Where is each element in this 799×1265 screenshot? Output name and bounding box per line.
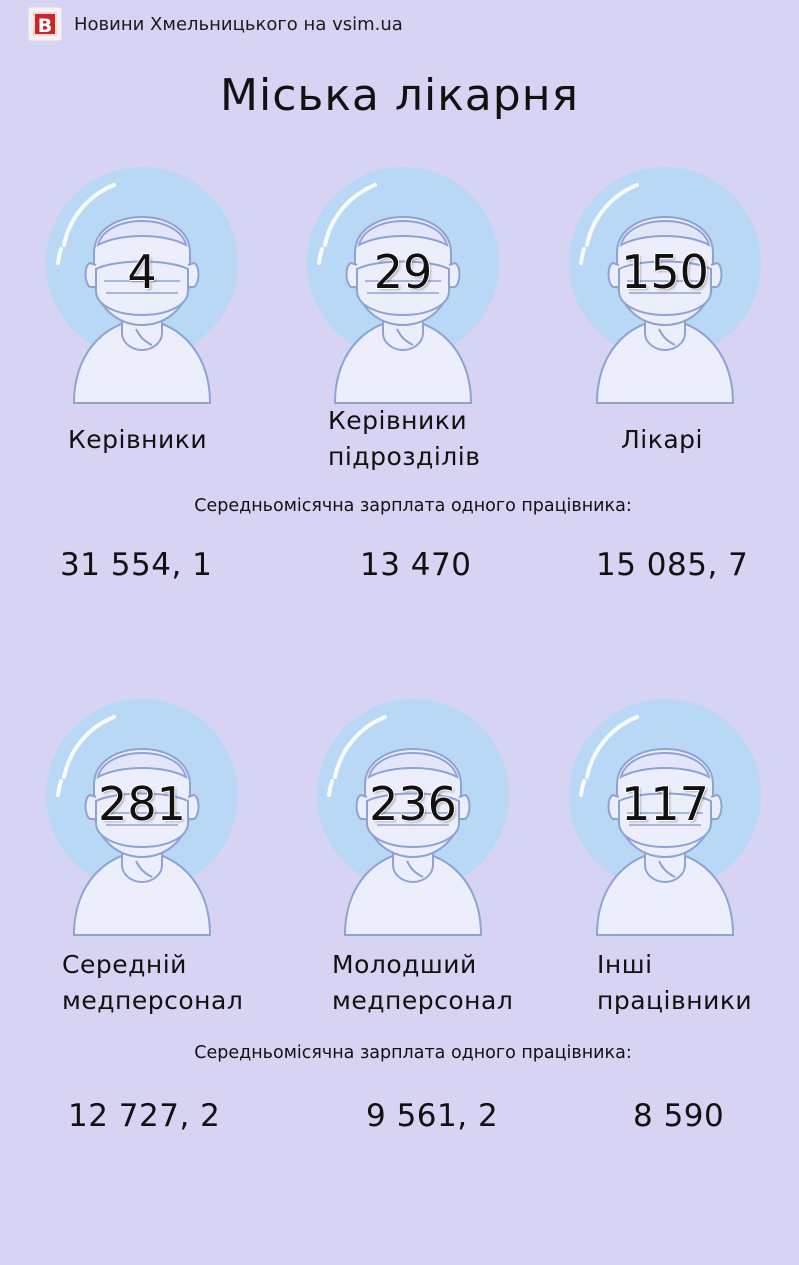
staff-count: 236	[369, 777, 457, 831]
salary-value: 12 727, 2	[68, 1098, 221, 1134]
source-brand[interactable]: B Новини Хмельницького на vsim.ua	[28, 6, 403, 42]
salary-value: 31 554, 1	[60, 547, 213, 583]
category-label: Середній медперсонал	[62, 947, 243, 1019]
staff-count: 29	[373, 245, 433, 299]
category-label-line: медперсонал	[332, 986, 514, 1015]
salary-caption: Середньомісячна зарплата одного працівни…	[194, 1043, 632, 1063]
avatar-card-nurses: 281	[44, 697, 240, 937]
category-label-line: Керівники	[68, 425, 208, 454]
salary-value: 15 085, 7	[596, 547, 749, 583]
avatar-card-doctors: 150	[567, 165, 763, 405]
staff-count: 150	[621, 245, 709, 299]
salary-value: 9 561, 2	[366, 1098, 499, 1134]
category-label: Інші працівники	[597, 947, 752, 1019]
salary-caption: Середньомісячна зарплата одного працівни…	[194, 496, 632, 516]
avatar-card-department-heads: 29	[305, 165, 501, 405]
vsim-logo: B	[28, 7, 62, 41]
category-label: Молодший медперсонал	[332, 947, 513, 1019]
category-label: Керівники	[68, 422, 207, 458]
avatar-card-managers: 4	[44, 165, 240, 405]
category-label: Керівники підрозділів	[328, 403, 480, 475]
category-label-line: Молодший	[332, 950, 477, 979]
salary-value: 13 470	[360, 547, 472, 583]
category-label-line: Інші	[597, 950, 653, 979]
logo-letter: B	[33, 12, 57, 37]
category-label-line: медперсонал	[62, 986, 244, 1015]
avatar-card-other-staff: 117	[567, 697, 763, 937]
category-label-line: Керівники	[328, 406, 468, 435]
avatar-card-junior-staff: 236	[315, 697, 511, 937]
category-label-line: працівники	[597, 986, 753, 1015]
staff-count: 4	[127, 245, 157, 299]
salary-value: 8 590	[633, 1098, 725, 1134]
source-name: Новини Хмельницького на vsim.ua	[74, 13, 403, 35]
page-title: Міська лікарня	[220, 70, 579, 121]
category-label-line: підрозділів	[328, 442, 481, 471]
category-label-line: Лікарі	[621, 425, 703, 454]
staff-count: 117	[621, 777, 709, 831]
staff-count: 281	[98, 777, 186, 831]
category-label-line: Середній	[62, 950, 187, 979]
category-label: Лікарі	[621, 422, 703, 458]
